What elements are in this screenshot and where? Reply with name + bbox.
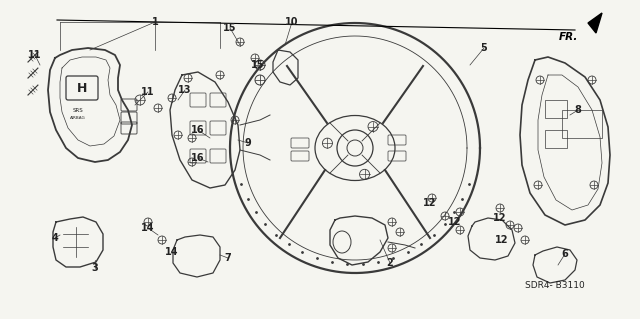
Text: 13: 13 <box>179 85 192 95</box>
Text: 2: 2 <box>387 258 394 268</box>
Bar <box>545 100 567 118</box>
Text: SRS: SRS <box>72 108 83 113</box>
Text: 5: 5 <box>481 43 488 53</box>
Text: 15: 15 <box>252 60 265 70</box>
Text: 15: 15 <box>223 23 237 33</box>
Text: 16: 16 <box>191 125 205 135</box>
Text: 3: 3 <box>92 263 99 273</box>
Text: 11: 11 <box>141 87 155 97</box>
Text: AIRBAG: AIRBAG <box>70 116 86 120</box>
Text: H: H <box>77 81 87 94</box>
Text: 12: 12 <box>493 213 507 223</box>
Text: 10: 10 <box>285 17 299 27</box>
Text: 8: 8 <box>575 105 581 115</box>
Text: FR.: FR. <box>558 32 578 42</box>
Bar <box>562 110 602 138</box>
Text: 1: 1 <box>152 17 158 27</box>
Text: 14: 14 <box>165 247 179 257</box>
Text: 6: 6 <box>562 249 568 259</box>
Polygon shape <box>588 13 602 33</box>
Text: 12: 12 <box>448 217 461 227</box>
Text: 16: 16 <box>191 153 205 163</box>
Text: 7: 7 <box>225 253 232 263</box>
Text: 9: 9 <box>244 138 252 148</box>
Text: 12: 12 <box>495 235 509 245</box>
Text: 11: 11 <box>28 50 42 60</box>
Bar <box>545 130 567 148</box>
Text: 14: 14 <box>141 223 155 233</box>
Text: 12: 12 <box>423 198 436 208</box>
Text: SDR4- B3110: SDR4- B3110 <box>525 280 585 290</box>
Text: 4: 4 <box>52 233 58 243</box>
